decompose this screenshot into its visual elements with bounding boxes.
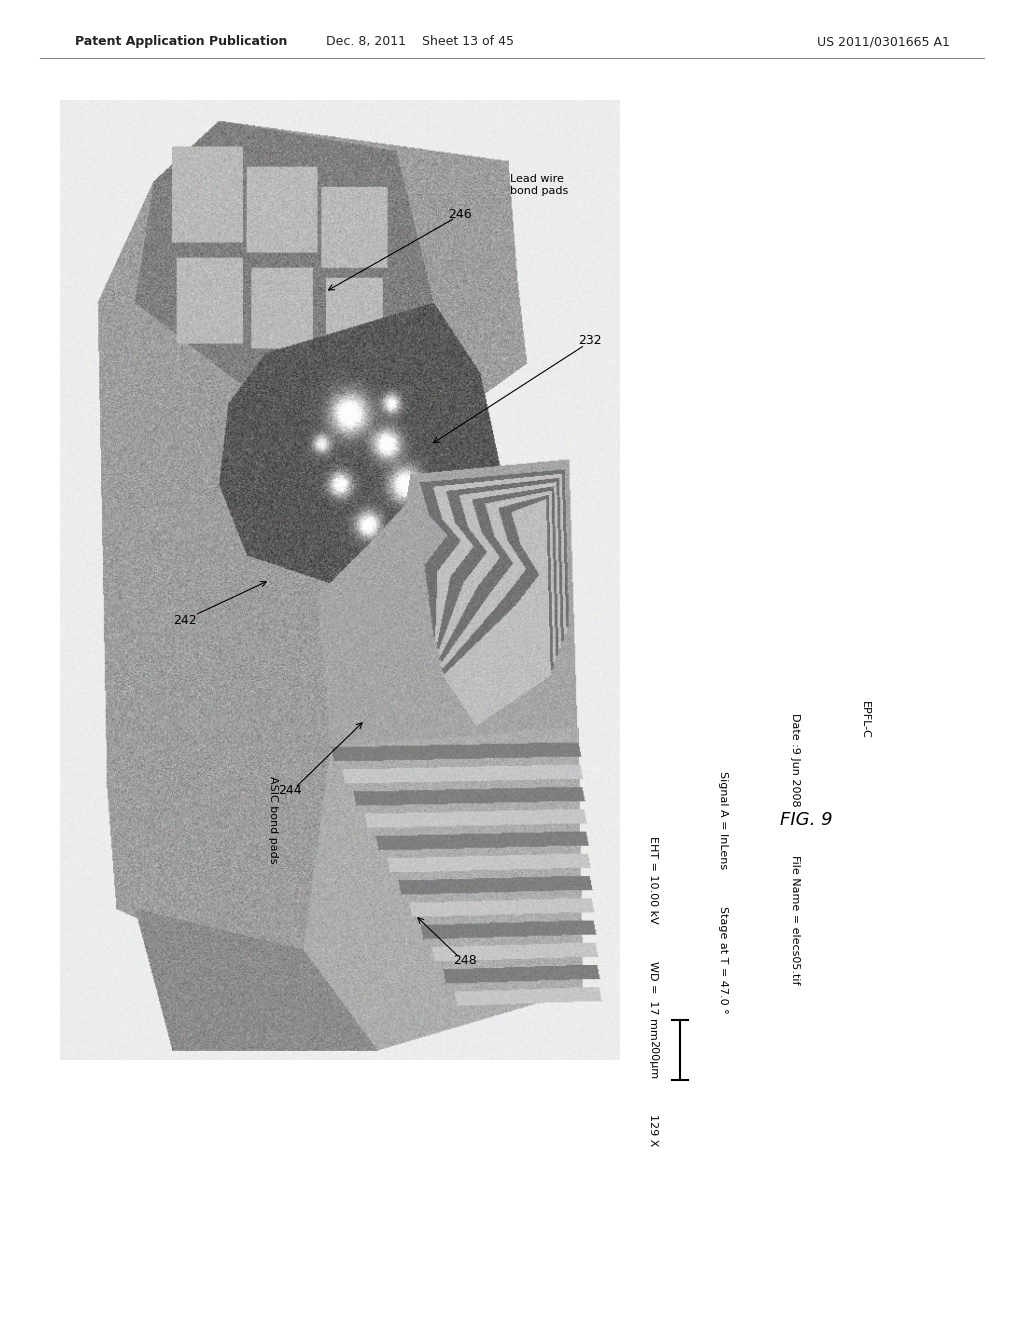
Text: Patent Application Publication: Patent Application Publication <box>75 36 288 49</box>
Text: 244: 244 <box>279 784 302 796</box>
Text: Date :9 Jun 2008: Date :9 Jun 2008 <box>790 713 800 807</box>
Text: Stage at T = 47.0 °: Stage at T = 47.0 ° <box>718 907 728 1014</box>
Text: EPFL-C: EPFL-C <box>860 701 870 739</box>
Text: 200μm: 200μm <box>648 1040 658 1080</box>
Text: 129 X: 129 X <box>648 1114 658 1146</box>
Text: Signal A = InLens: Signal A = InLens <box>718 771 728 869</box>
Text: Lead wire
bond pads: Lead wire bond pads <box>510 174 568 197</box>
Text: 246: 246 <box>449 209 472 222</box>
Text: File Name = elecs05.tif: File Name = elecs05.tif <box>790 855 800 985</box>
Text: 232: 232 <box>579 334 602 346</box>
Text: EHT = 10.00 kV: EHT = 10.00 kV <box>648 836 658 924</box>
Text: ASIC bond pads: ASIC bond pads <box>268 776 278 863</box>
Text: 248: 248 <box>454 953 477 966</box>
Text: FIG. 9: FIG. 9 <box>780 810 833 829</box>
Text: Dec. 8, 2011    Sheet 13 of 45: Dec. 8, 2011 Sheet 13 of 45 <box>326 36 514 49</box>
Text: US 2011/0301665 A1: US 2011/0301665 A1 <box>817 36 950 49</box>
Text: 242: 242 <box>173 614 197 627</box>
Text: WD =  17 mm: WD = 17 mm <box>648 961 658 1039</box>
